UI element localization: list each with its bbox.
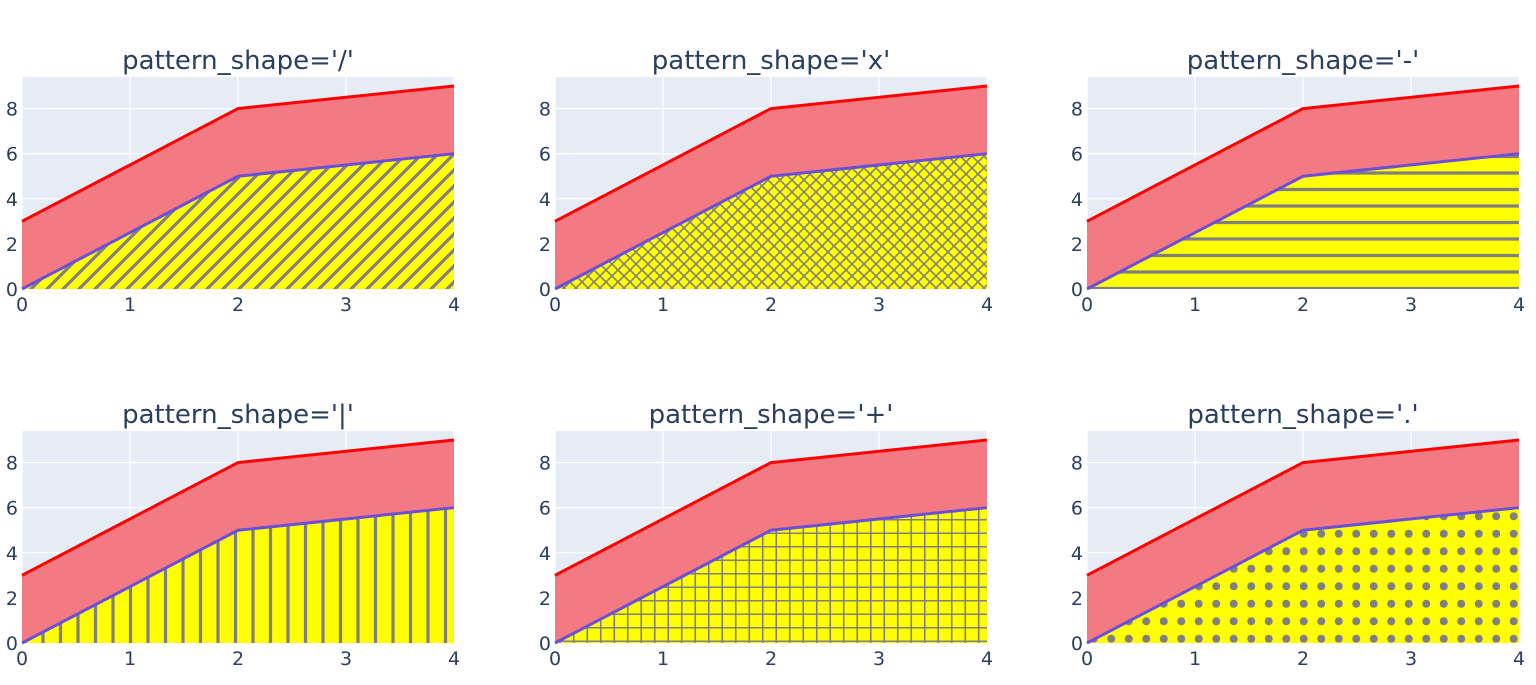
upper-series-line — [21, 84, 455, 223]
lower-area-pattern-fill — [555, 153, 987, 289]
lower-area-pattern-fill — [1087, 153, 1519, 289]
x-tick-label: 0 — [16, 294, 28, 316]
y-tick-label: 8 — [6, 453, 18, 475]
x-tick-label: 2 — [765, 294, 777, 316]
x-tick-label: 4 — [981, 648, 993, 670]
lower-series-line — [554, 506, 988, 645]
x-tick-label: 4 — [448, 294, 460, 316]
y-tick-label: 4 — [1071, 543, 1083, 565]
upper-area-fill — [22, 86, 454, 290]
subplot: 0 1 2 3 4 0 2 4 6 8 pattern_shape='-' — [1071, 46, 1525, 316]
y-tick-label: 6 — [1071, 498, 1083, 520]
x-tick-label: 0 — [1081, 294, 1093, 316]
lower-series-line — [21, 152, 455, 291]
x-tick-label: 3 — [1405, 294, 1417, 316]
lower-area-pattern-fill — [1087, 507, 1519, 643]
upper-series-line — [1086, 84, 1520, 223]
x-tick-label: 1 — [124, 648, 136, 670]
y-tick-label: 8 — [539, 99, 551, 121]
upper-series-line — [554, 438, 988, 577]
x-tick-label: 0 — [549, 294, 561, 316]
x-tick-label: 3 — [873, 294, 885, 316]
lower-series-line — [1086, 152, 1520, 291]
x-tick-label: 0 — [16, 648, 28, 670]
upper-area-fill — [555, 86, 987, 290]
x-tick-label: 0 — [1081, 648, 1093, 670]
subplot-title: pattern_shape='-' — [1187, 46, 1419, 76]
subplot: 0 1 2 3 4 0 2 4 6 8 pattern_shape='x' — [539, 46, 993, 316]
y-tick-label: 4 — [539, 189, 551, 211]
x-tick-label: 4 — [448, 648, 460, 670]
lower-area-pattern-fill — [22, 153, 454, 289]
y-tick-label: 4 — [1071, 189, 1083, 211]
upper-area-fill — [22, 440, 454, 643]
x-tick-label: 2 — [232, 648, 244, 670]
y-tick-label: 8 — [539, 453, 551, 475]
y-tick-label: 6 — [539, 144, 551, 166]
subplot-title: pattern_shape='+' — [649, 400, 894, 430]
y-tick-label: 2 — [539, 588, 551, 610]
x-tick-label: 0 — [549, 648, 561, 670]
lower-series-line — [554, 152, 988, 291]
subplot: 0 1 2 3 4 0 2 4 6 8 pattern_shape='.' — [1071, 400, 1525, 670]
upper-series-line — [1086, 438, 1520, 577]
y-tick-label: 4 — [539, 543, 551, 565]
x-tick-label: 4 — [981, 294, 993, 316]
subplot-title: pattern_shape='/' — [122, 46, 354, 76]
x-tick-label: 2 — [765, 648, 777, 670]
y-tick-label: 0 — [1071, 633, 1083, 655]
x-tick-label: 4 — [1513, 648, 1525, 670]
y-tick-label: 4 — [6, 543, 18, 565]
lower-series-line — [21, 506, 455, 645]
y-tick-label: 0 — [539, 279, 551, 301]
y-tick-label: 8 — [1071, 99, 1083, 121]
x-tick-label: 1 — [1189, 648, 1201, 670]
y-tick-label: 6 — [539, 498, 551, 520]
y-tick-label: 2 — [539, 234, 551, 256]
y-tick-label: 8 — [1071, 453, 1083, 475]
upper-area-fill — [1087, 86, 1519, 290]
x-tick-label: 2 — [1297, 648, 1309, 670]
subplot: 0 1 2 3 4 0 2 4 6 8 pattern_shape='|' — [6, 400, 460, 670]
subplot-title: pattern_shape='|' — [122, 400, 354, 430]
upper-series-line — [554, 84, 988, 223]
lower-series-line — [1086, 506, 1520, 645]
y-tick-label: 2 — [1071, 234, 1083, 256]
upper-area-fill — [1087, 440, 1519, 643]
y-tick-label: 0 — [6, 279, 18, 301]
x-tick-label: 4 — [1513, 294, 1525, 316]
x-tick-label: 1 — [1189, 294, 1201, 316]
y-tick-label: 6 — [1071, 144, 1083, 166]
y-tick-label: 2 — [6, 234, 18, 256]
y-tick-label: 0 — [1071, 279, 1083, 301]
x-tick-label: 1 — [657, 648, 669, 670]
lower-area-pattern-fill — [555, 507, 987, 643]
subplot-title: pattern_shape='x' — [652, 46, 890, 76]
x-tick-label: 1 — [124, 294, 136, 316]
subplot: 0 1 2 3 4 0 2 4 6 8 pattern_shape='/' — [6, 46, 460, 316]
y-tick-label: 8 — [6, 99, 18, 121]
y-tick-label: 0 — [6, 633, 18, 655]
x-tick-label: 3 — [1405, 648, 1417, 670]
upper-series-line — [21, 438, 455, 577]
y-tick-label: 6 — [6, 144, 18, 166]
y-tick-label: 2 — [6, 588, 18, 610]
x-tick-label: 3 — [873, 648, 885, 670]
y-tick-label: 2 — [1071, 588, 1083, 610]
x-tick-label: 3 — [340, 648, 352, 670]
y-tick-label: 4 — [6, 189, 18, 211]
lower-area-pattern-fill — [22, 507, 454, 643]
x-tick-label: 3 — [340, 294, 352, 316]
y-tick-label: 6 — [6, 498, 18, 520]
subplot: 0 1 2 3 4 0 2 4 6 8 pattern_shape='+' — [539, 400, 993, 670]
x-tick-label: 2 — [232, 294, 244, 316]
upper-area-fill — [555, 440, 987, 643]
y-tick-label: 0 — [539, 633, 551, 655]
x-tick-label: 2 — [1297, 294, 1309, 316]
x-tick-label: 1 — [657, 294, 669, 316]
subplot-title: pattern_shape='.' — [1187, 400, 1418, 430]
